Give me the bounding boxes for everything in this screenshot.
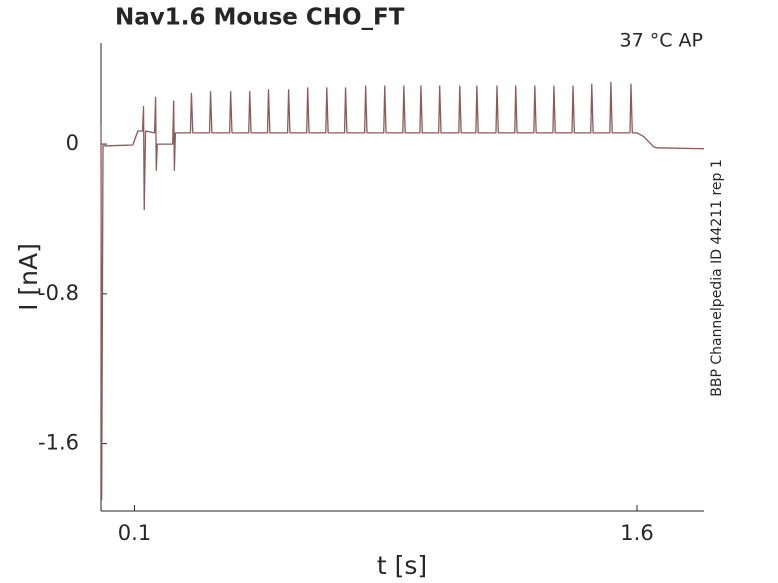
y-tick-label: 0 <box>66 131 79 155</box>
subtitle: 37 °C AP <box>620 30 703 52</box>
trace-line <box>100 81 705 501</box>
annotation: BBP Channelpedia ID 44211 rep 1 <box>709 159 725 397</box>
x-axis-label: t [s] <box>377 551 427 580</box>
y-axis-label: I [nA] <box>14 243 43 311</box>
y-tick-label: -1.6 <box>38 431 79 455</box>
x-tick-label: 0.1 <box>118 521 151 545</box>
x-tick-label: 1.6 <box>620 521 653 545</box>
y-tick-label: -0.8 <box>38 281 79 305</box>
chart-title: Nav1.6 Mouse CHO_FT <box>115 5 405 31</box>
